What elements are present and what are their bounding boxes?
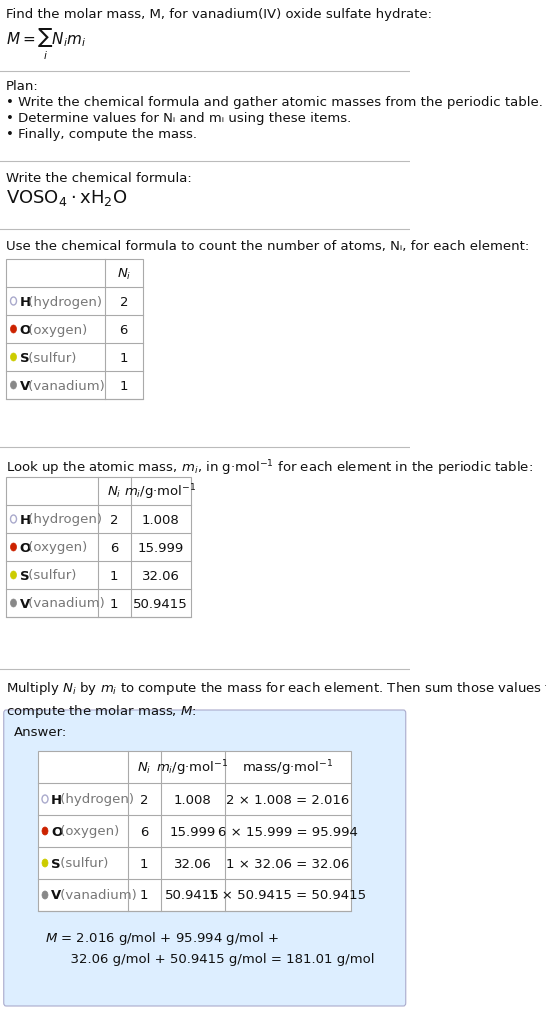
Text: (sulfur): (sulfur) [25, 569, 77, 582]
Text: $N_i$: $N_i$ [107, 484, 121, 499]
Circle shape [10, 381, 16, 389]
Text: (hydrogen): (hydrogen) [25, 295, 103, 308]
Text: 2: 2 [110, 513, 118, 526]
Text: 1: 1 [140, 889, 149, 902]
Text: (oxygen): (oxygen) [56, 825, 119, 838]
Circle shape [10, 544, 16, 551]
Text: S: S [20, 351, 29, 364]
Text: 1: 1 [140, 856, 149, 869]
Text: S: S [51, 856, 61, 869]
Text: 1: 1 [120, 379, 128, 392]
Text: mass/g·mol$^{-1}$: mass/g·mol$^{-1}$ [242, 757, 334, 777]
FancyBboxPatch shape [4, 711, 406, 1006]
Text: $M = \sum_i N_i m_i$: $M = \sum_i N_i m_i$ [6, 28, 86, 63]
Text: 1: 1 [110, 596, 118, 610]
Text: 6: 6 [140, 825, 148, 838]
Text: V: V [20, 379, 29, 392]
Text: H: H [20, 295, 31, 308]
Text: 1 × 50.9415 = 50.9415: 1 × 50.9415 = 50.9415 [210, 889, 366, 902]
Text: Use the chemical formula to count the number of atoms, Nᵢ, for each element:: Use the chemical formula to count the nu… [6, 240, 529, 253]
Bar [6, 477, 191, 618]
Text: $m_i$/g·mol$^{-1}$: $m_i$/g·mol$^{-1}$ [157, 757, 229, 777]
Text: 1.008: 1.008 [141, 513, 180, 526]
Bar [6, 260, 143, 399]
Circle shape [10, 571, 16, 579]
Text: (hydrogen): (hydrogen) [25, 513, 103, 526]
Text: • Finally, compute the mass.: • Finally, compute the mass. [6, 127, 197, 141]
Text: (sulfur): (sulfur) [25, 351, 77, 364]
Text: Plan:: Plan: [6, 80, 39, 93]
Text: • Determine values for Nᵢ and mᵢ using these items.: • Determine values for Nᵢ and mᵢ using t… [6, 112, 351, 125]
Text: $m_i$/g·mol$^{-1}$: $m_i$/g·mol$^{-1}$ [124, 481, 197, 501]
Text: V: V [20, 596, 29, 610]
Text: (sulfur): (sulfur) [56, 856, 108, 869]
Circle shape [10, 326, 16, 334]
Text: O: O [51, 825, 62, 838]
Text: V: V [51, 889, 61, 902]
Circle shape [10, 297, 16, 305]
Text: (hydrogen): (hydrogen) [56, 793, 134, 806]
Circle shape [42, 796, 48, 803]
Text: Multiply $N_i$ by $m_i$ to compute the mass for each element. Then sum those val: Multiply $N_i$ by $m_i$ to compute the m… [6, 679, 546, 719]
Circle shape [42, 859, 48, 867]
Text: 32.06: 32.06 [141, 569, 180, 582]
Text: (oxygen): (oxygen) [25, 541, 87, 554]
Text: O: O [20, 324, 31, 337]
Text: 6: 6 [120, 324, 128, 337]
Text: O: O [20, 541, 31, 554]
Text: Write the chemical formula:: Write the chemical formula: [6, 172, 192, 185]
Circle shape [10, 600, 16, 608]
Circle shape [10, 354, 16, 362]
Text: H: H [20, 513, 31, 526]
Text: 2 × 1.008 = 2.016: 2 × 1.008 = 2.016 [227, 793, 349, 806]
Text: • Write the chemical formula and gather atomic masses from the periodic table.: • Write the chemical formula and gather … [6, 96, 543, 109]
Text: 6: 6 [110, 541, 118, 554]
Text: $M$ = 2.016 g/mol + 95.994 g/mol +
      32.06 g/mol + 50.9415 g/mol = 181.01 g/: $M$ = 2.016 g/mol + 95.994 g/mol + 32.06… [45, 929, 375, 966]
Text: 1: 1 [120, 351, 128, 364]
Text: 50.9415: 50.9415 [165, 889, 220, 902]
Text: S: S [20, 569, 29, 582]
Text: 1 × 32.06 = 32.06: 1 × 32.06 = 32.06 [226, 856, 349, 869]
Text: $N_i$: $N_i$ [116, 266, 131, 281]
Text: 1.008: 1.008 [174, 793, 212, 806]
Text: 2: 2 [140, 793, 149, 806]
Text: (vanadium): (vanadium) [25, 379, 105, 392]
Text: (oxygen): (oxygen) [25, 324, 87, 337]
Text: 6 × 15.999 = 95.994: 6 × 15.999 = 95.994 [218, 825, 358, 838]
Bar [38, 751, 351, 911]
Text: (vanadium): (vanadium) [56, 889, 136, 902]
Text: 32.06: 32.06 [174, 856, 212, 869]
Text: Look up the atomic mass, $m_i$, in g·mol$^{-1}$ for each element in the periodic: Look up the atomic mass, $m_i$, in g·mol… [6, 458, 533, 477]
Text: 1: 1 [110, 569, 118, 582]
Text: $N_i$: $N_i$ [137, 759, 151, 774]
Circle shape [42, 891, 48, 899]
Circle shape [10, 516, 16, 524]
Text: 15.999: 15.999 [138, 541, 183, 554]
Text: 15.999: 15.999 [170, 825, 216, 838]
Circle shape [42, 827, 48, 835]
Text: Answer:: Answer: [14, 725, 67, 738]
Text: (vanadium): (vanadium) [25, 596, 105, 610]
Text: H: H [51, 793, 62, 806]
Text: 2: 2 [120, 295, 128, 308]
Text: $\mathrm{VOSO_4 \cdot xH_2O}$: $\mathrm{VOSO_4 \cdot xH_2O}$ [6, 188, 128, 208]
Text: Find the molar mass, M, for vanadium(IV) oxide sulfate hydrate:: Find the molar mass, M, for vanadium(IV)… [6, 8, 432, 21]
Text: 50.9415: 50.9415 [133, 596, 188, 610]
